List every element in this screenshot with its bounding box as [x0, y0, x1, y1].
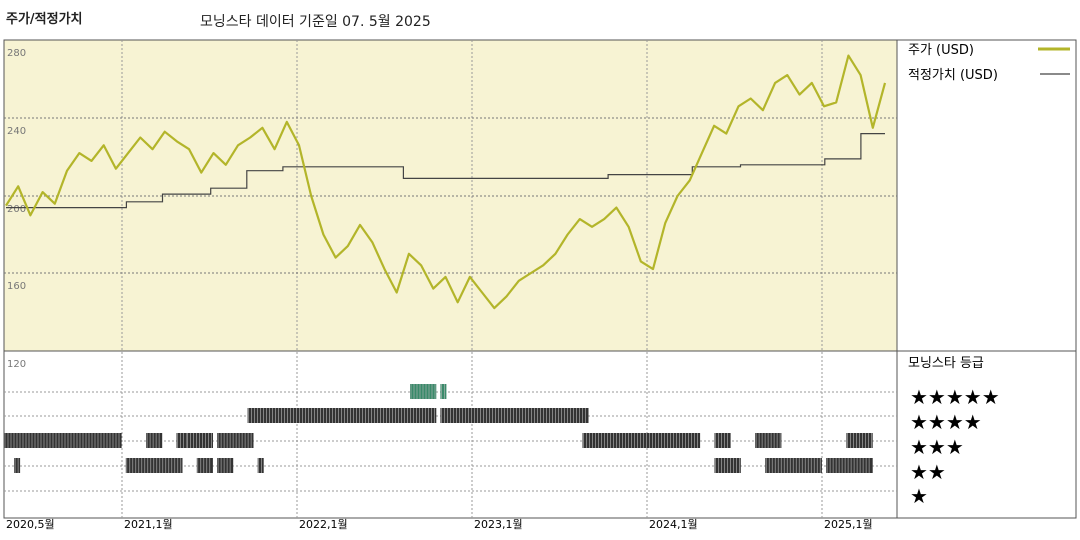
rating-bar-segment [125, 458, 183, 473]
y-tick-label: 200 [7, 204, 26, 215]
rating-bar-segment [217, 458, 234, 473]
rating-bar-segment [196, 458, 213, 473]
y-tick-label: 240 [7, 126, 26, 137]
data-date-caption: 모닝스타 데이터 기준일 07. 5월 2025 [200, 14, 431, 30]
legend-fair-value-label: 적정가치 (USD) [908, 68, 998, 83]
price-line [5, 54, 887, 310]
chart-section-title: 주가/적정가치 [6, 12, 83, 27]
rating-bar-segment [247, 408, 437, 423]
x-tick-label: 2022,1월 [299, 518, 348, 531]
star-level-label: ★★★ [910, 435, 964, 459]
chart-frame [3, 39, 1077, 519]
star-level-label: ★★★★ [910, 410, 982, 434]
rating-bar-segment [440, 384, 447, 399]
rating-bar-segment [217, 433, 254, 448]
x-tick-label: 2023,1월 [474, 518, 523, 531]
x-tick-label: 2021,1월 [124, 518, 173, 531]
rating-bar-segment [826, 458, 873, 473]
x-tick-label: 2020,5월 [6, 518, 55, 531]
legend: 주가 (USD) 적정가치 (USD) 모닝스타 등급 [908, 43, 1070, 371]
fair-value-line [6, 133, 885, 209]
y-tick-label: 160 [7, 281, 26, 292]
y-tick-label: 120 [7, 359, 26, 370]
x-tick-label: 2025,1월 [824, 518, 873, 531]
rating-bar-segment [765, 458, 822, 473]
star-level-label: ★★ [910, 460, 946, 484]
y-tick-label: 280 [7, 48, 26, 59]
legend-price-label: 주가 (USD) [908, 43, 974, 58]
rating-bar-segment [257, 458, 264, 473]
rating-bar-segment [146, 433, 163, 448]
rating-bar-segment [14, 458, 21, 473]
rating-title: 모닝스타 등급 [908, 356, 984, 371]
x-axis-ticks: 2020,5월 2021,1월 2022,1월 2023,1월 2024,1월 2025,… [6, 518, 873, 531]
rating-bar-segment [714, 433, 731, 448]
y-axis-ticks: 280 240 200 160 120 [7, 48, 26, 370]
star-level-label: ★★★★★ [910, 385, 1000, 409]
star-level-label: ★ [910, 484, 928, 508]
rating-bars [4, 384, 873, 473]
x-tick-label: 2024,1월 [649, 518, 698, 531]
star-level-labels: ★★★★★★★★★★★★★★★ [910, 385, 1000, 508]
